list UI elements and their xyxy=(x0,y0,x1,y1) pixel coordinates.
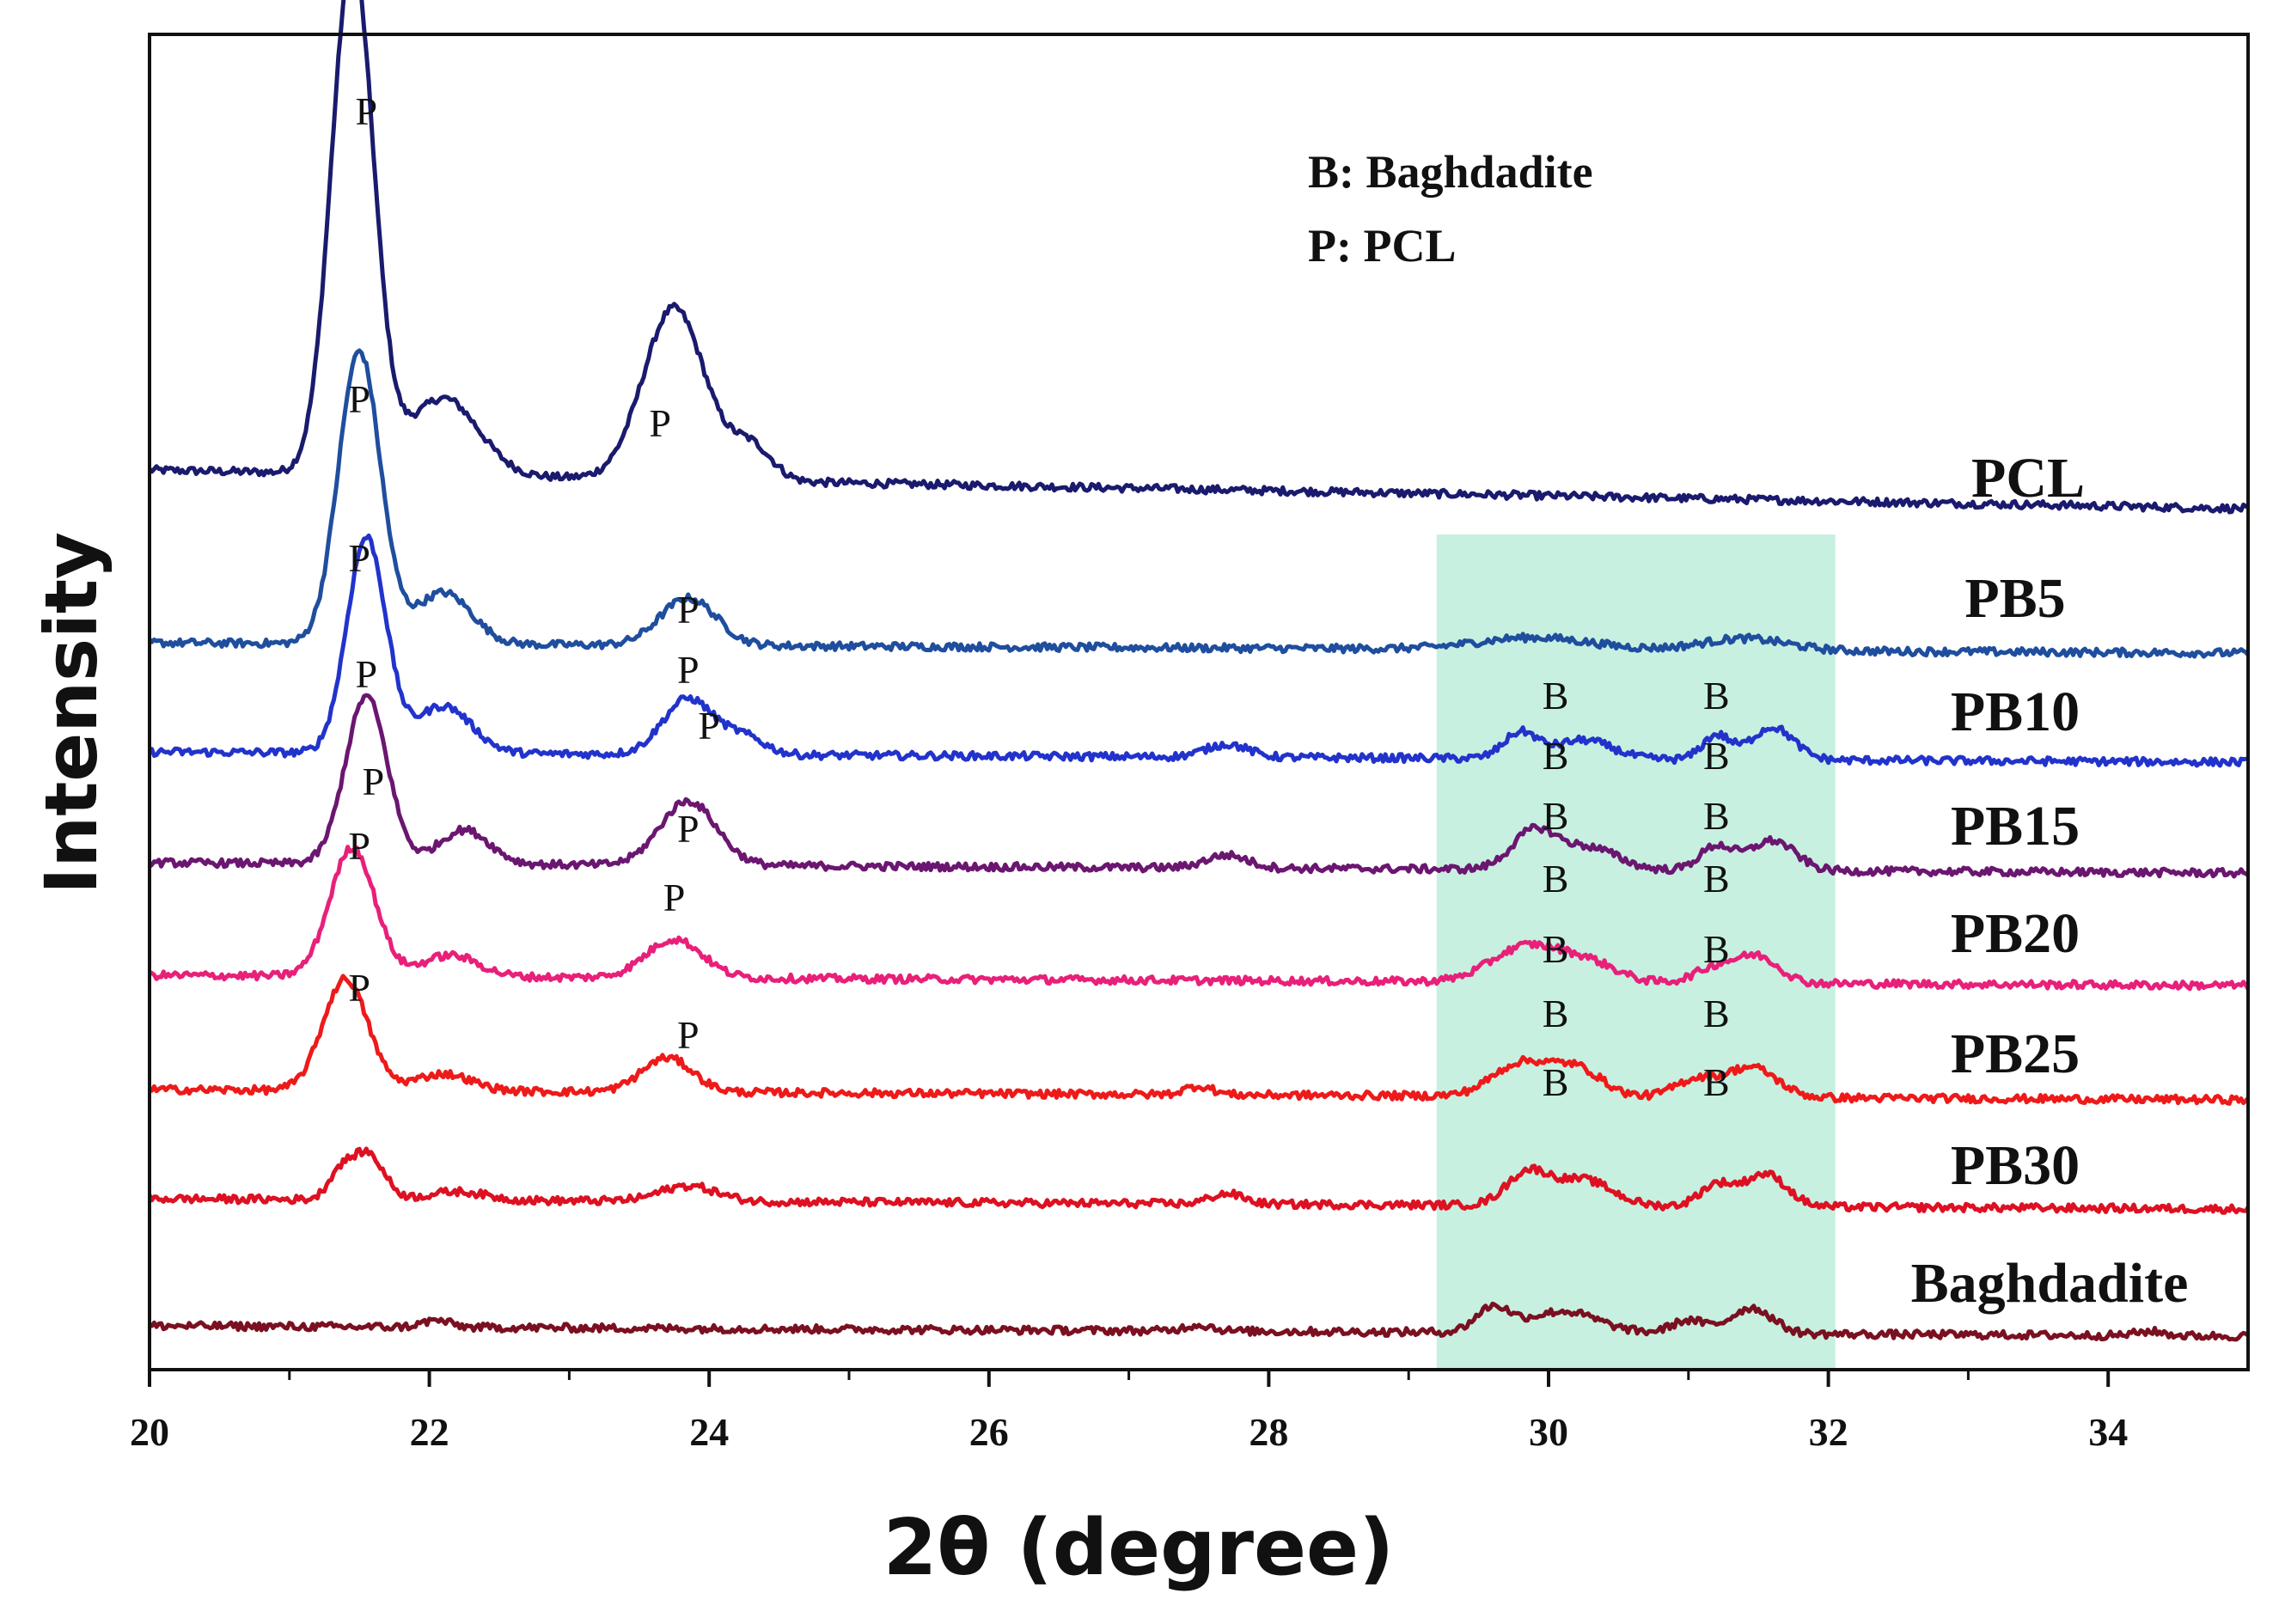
series-line-pb15 xyxy=(148,693,2250,879)
x-tick-label: 28 xyxy=(1249,1410,1288,1454)
legend-note: B: Baghdadite xyxy=(1308,146,1593,198)
x-tick-label: 24 xyxy=(689,1410,729,1454)
x-tick-label: 26 xyxy=(969,1410,1009,1454)
series-label-pb25: PB25 xyxy=(1951,1023,2080,1085)
series-line-pb25 xyxy=(149,974,2250,1106)
series-label-pb5: PB5 xyxy=(1964,567,2065,630)
peak-label-p: P xyxy=(663,876,686,919)
series-line-pb10 xyxy=(149,533,2249,768)
peak-label-b: B xyxy=(1703,1060,1730,1104)
peak-label-p: P xyxy=(348,824,370,868)
peak-label-p: P xyxy=(677,807,700,851)
series-label-pb20: PB20 xyxy=(1951,902,2080,965)
peak-label-b: B xyxy=(1703,794,1730,838)
series-line-pb20 xyxy=(148,845,2251,992)
peak-label-b: B xyxy=(1703,734,1730,778)
y-axis-title: Intensity xyxy=(29,532,113,894)
series-line-pb5 xyxy=(148,348,2250,659)
x-tick-label: 30 xyxy=(1529,1410,1568,1454)
peak-label-p: P xyxy=(356,652,378,696)
peak-label-b: B xyxy=(1703,857,1730,901)
x-tick-label: 20 xyxy=(130,1410,169,1454)
peak-label-b: B xyxy=(1703,927,1730,971)
peak-label-p: P xyxy=(356,89,378,133)
peak-label-p: P xyxy=(348,966,370,1010)
peak-label-p: P xyxy=(677,1013,700,1057)
series-label-pb30: PB30 xyxy=(1951,1134,2080,1197)
peak-label-b: B xyxy=(1703,674,1730,717)
peak-label-p: P xyxy=(348,536,370,580)
legend-note: P: PCL xyxy=(1308,220,1456,272)
peak-label-b: B xyxy=(1543,1060,1569,1104)
x-tick-label: 32 xyxy=(1809,1410,1848,1454)
series-label-baghdadite: Baghdadite xyxy=(1911,1252,2189,1315)
peak-label-p: P xyxy=(677,648,700,692)
series-line-baghdadite xyxy=(149,1301,2250,1342)
x-axis-title: 2θ (degree) xyxy=(883,1503,1394,1593)
series-label-pb10: PB10 xyxy=(1951,681,2080,743)
peak-label-p: P xyxy=(649,401,671,445)
peak-label-b: B xyxy=(1543,734,1569,778)
peak-label-p: P xyxy=(677,588,700,632)
peak-label-b: B xyxy=(1543,927,1569,971)
peak-label-b: B xyxy=(1543,992,1569,1035)
peak-label-b: B xyxy=(1543,857,1569,901)
peak-label-b: B xyxy=(1543,674,1569,717)
x-tick-label: 22 xyxy=(410,1410,449,1454)
x-tick-label: 34 xyxy=(2088,1410,2128,1454)
peak-label-p: P xyxy=(698,704,720,748)
baghdadite-highlight-region xyxy=(1436,534,1836,1368)
peak-label-b: B xyxy=(1703,992,1730,1035)
peak-label-b: B xyxy=(1543,794,1569,838)
series-label-pb15: PB15 xyxy=(1951,795,2080,858)
plot-frame xyxy=(148,33,2250,1371)
peak-label-p: P xyxy=(348,377,370,421)
series-line-pcl xyxy=(148,0,2250,515)
peak-label-p: P xyxy=(363,760,385,803)
series-label-pcl: PCL xyxy=(1971,447,2085,510)
series-line-pb30 xyxy=(147,1146,2251,1215)
